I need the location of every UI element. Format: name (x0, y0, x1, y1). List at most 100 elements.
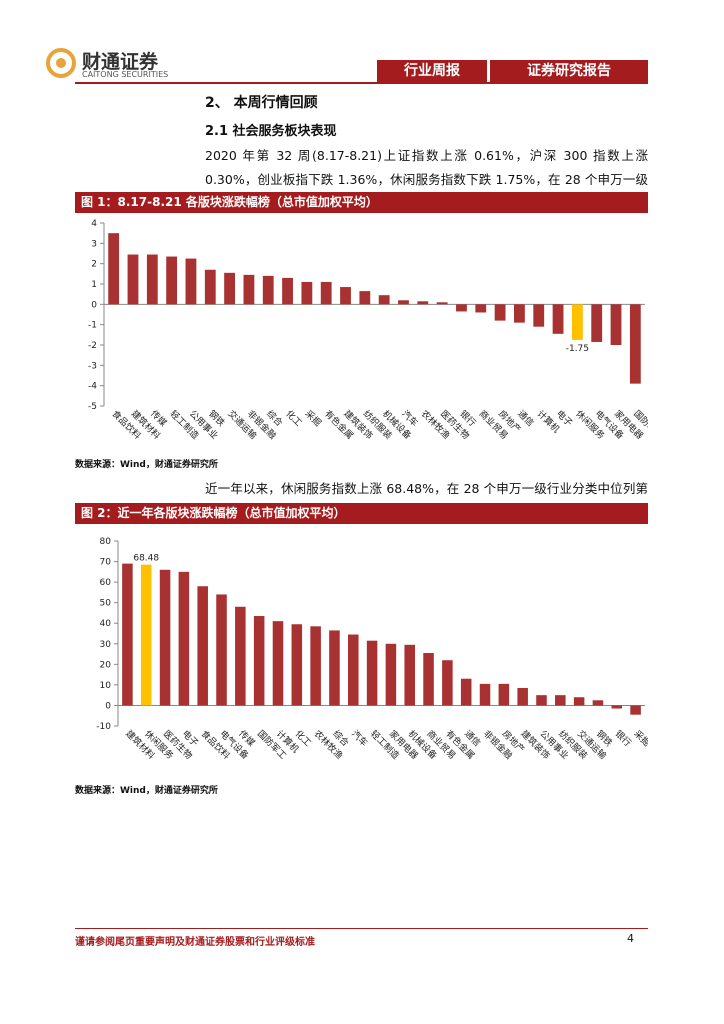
paragraph: 2020 年第 32 周(8.17-8.21)上证指数上涨 0.61%，沪深 3… (205, 148, 648, 211)
bar (552, 304, 564, 334)
data-label: -1.75 (566, 344, 589, 354)
bar (514, 304, 525, 323)
bar (630, 705, 641, 715)
bar (159, 569, 171, 706)
bar (329, 630, 340, 706)
y-tick-label: 80 (100, 537, 112, 547)
bar (347, 634, 359, 706)
bar (533, 304, 545, 327)
bar (146, 254, 158, 305)
bar (398, 300, 409, 305)
x-tick-label: 银行 (613, 728, 634, 749)
bar (571, 304, 583, 340)
bar (436, 302, 448, 305)
bar (517, 687, 528, 706)
figure-title: 图 2：近一年各版块涨跌幅榜（总市值加权平均） (75, 503, 648, 524)
subsection-title: 2.1 社会服务板块表现 (205, 124, 337, 139)
header-rule (75, 82, 648, 84)
y-tick-label: 40 (100, 619, 112, 629)
logo-icon (46, 48, 76, 78)
y-tick-label: 70 (100, 558, 112, 568)
bar (423, 653, 434, 706)
y-tick-label: -4 (88, 382, 97, 392)
bar (340, 287, 351, 305)
y-tick-label: 1 (91, 280, 97, 290)
bar (166, 256, 178, 305)
bar (272, 621, 284, 706)
bar (629, 304, 641, 384)
source: 数据来源：Wind，财通证券研究所 (75, 786, 218, 796)
bar (555, 695, 566, 706)
bar (243, 274, 255, 305)
bar (592, 700, 604, 706)
footer-rule (75, 928, 648, 929)
page-number: 4 (627, 932, 634, 945)
y-tick-label: 3 (91, 239, 97, 249)
bar (366, 640, 378, 706)
y-tick-label: 0 (105, 701, 111, 711)
y-tick-label: 60 (100, 578, 112, 588)
bar (185, 258, 197, 305)
bar (108, 233, 120, 305)
bar (359, 291, 371, 305)
bar (216, 594, 227, 706)
bar (479, 683, 491, 706)
y-tick-label: 20 (100, 660, 112, 670)
y-tick-label: 2 (91, 260, 97, 270)
bar (404, 644, 416, 706)
y-tick-label: -2 (88, 341, 97, 351)
bar (456, 304, 467, 312)
bar (301, 281, 313, 305)
bar (385, 643, 397, 706)
y-tick-label: -1 (88, 321, 97, 331)
bar (310, 626, 321, 706)
y-tick-label: 30 (100, 640, 112, 650)
bar (204, 269, 216, 305)
y-tick-label: 10 (100, 681, 112, 691)
disclaimer: 谨请参阅尾页重要声明及财通证券股票和行业评级标准 (75, 937, 315, 948)
figure-title: 图 1：8.17-8.21 各版块涨跌幅榜（总市值加权平均） (75, 192, 648, 213)
bar (197, 586, 208, 706)
tab: 证券研究报告 (490, 60, 648, 82)
bar (610, 304, 622, 345)
bar (417, 301, 429, 305)
bar (611, 705, 623, 709)
data-label: 68.48 (133, 554, 159, 564)
bar (282, 277, 293, 305)
bar (442, 660, 453, 706)
section-title: 2、 本周行情回顾 (205, 95, 318, 111)
bar (127, 254, 139, 305)
bar (122, 563, 133, 706)
y-tick-label: 50 (100, 599, 112, 609)
bar (253, 616, 265, 706)
logo-text: 财通证券 (82, 51, 159, 73)
bar (460, 678, 472, 706)
bar (224, 272, 235, 305)
y-tick-label: 0 (91, 300, 97, 310)
x-tick-label: 采掘 (631, 728, 648, 749)
bar (536, 695, 547, 706)
bar (378, 295, 390, 305)
bar (573, 697, 585, 706)
bar (178, 571, 190, 706)
bar (235, 606, 246, 706)
source: 数据来源：Wind，财通证券研究所 (75, 460, 218, 470)
bar (291, 624, 303, 706)
x-tick-label: 汽车 (349, 728, 370, 749)
logo-en: CAITONG SECURITIES (82, 70, 169, 79)
chart: -1001020304050607080建筑材料68.48休闲服务医药生物电子食… (96, 537, 648, 762)
bar (262, 275, 274, 305)
x-tick-label: 采掘 (303, 408, 324, 429)
y-tick-label: -3 (88, 361, 97, 371)
x-tick-label: 化工 (283, 408, 304, 429)
bar (140, 564, 152, 706)
bar (591, 304, 603, 342)
y-tick-label: -10 (96, 722, 111, 732)
y-tick-label: -5 (88, 402, 97, 412)
tab: 行业周报 (377, 60, 487, 82)
y-tick-label: 4 (91, 219, 97, 229)
bar (475, 304, 487, 313)
bar (494, 304, 506, 321)
